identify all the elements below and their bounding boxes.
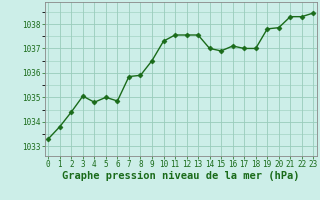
X-axis label: Graphe pression niveau de la mer (hPa): Graphe pression niveau de la mer (hPa) — [62, 171, 300, 181]
